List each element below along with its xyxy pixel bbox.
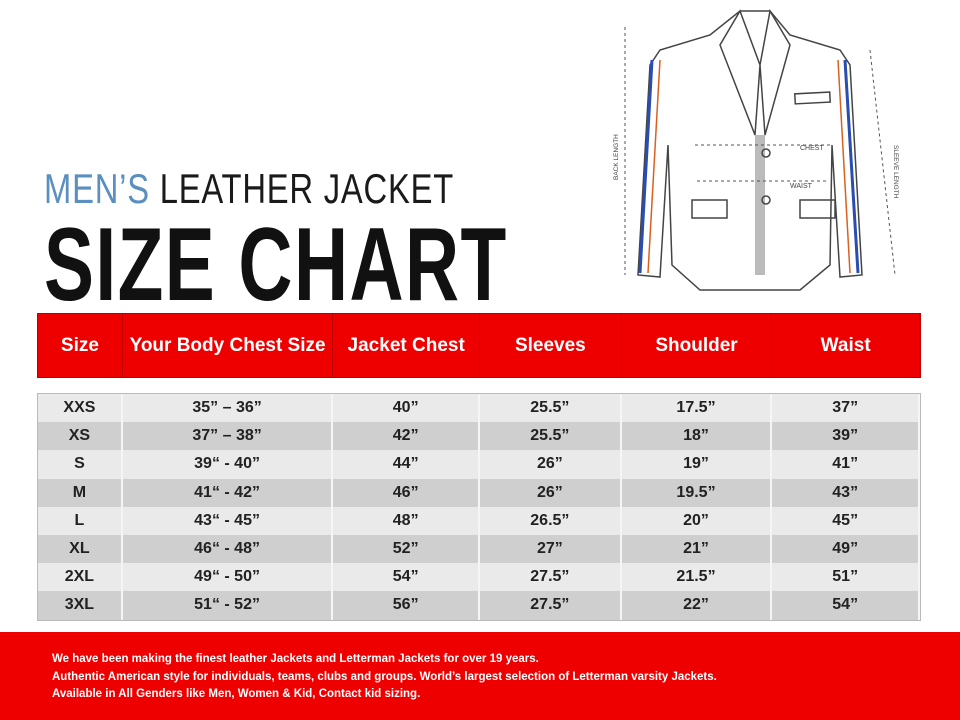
table-cell: XL [38, 534, 123, 564]
table-header: Size Your Body Chest Size Jacket Chest S… [37, 313, 921, 378]
table-cell: 49“ - 50” [123, 563, 334, 592]
table-cell: XXS [38, 394, 123, 423]
table-row: 3XL 51“ - 52” 56” 27.5” 22” 54” [38, 591, 920, 620]
table-cell: 41“ - 42” [123, 478, 334, 507]
table-cell: 39“ - 40” [123, 450, 334, 479]
table-row: XL 46“ - 48” 52” 27” 21” 49” [38, 534, 920, 564]
table-cell: 41” [772, 450, 920, 479]
table-cell: 40” [333, 394, 480, 423]
table-cell: 25.5” [480, 394, 622, 423]
table-cell: 21.5” [622, 563, 773, 592]
table-cell: 56” [333, 591, 480, 620]
table-cell: 26” [480, 450, 622, 479]
table-cell: 48” [333, 506, 480, 535]
table-cell: 18” [622, 422, 773, 451]
waist-label: WAIST [790, 183, 813, 190]
footer: We have been making the finest leather J… [0, 632, 960, 720]
footer-line: We have been making the finest leather J… [52, 653, 539, 665]
table-cell: 27” [480, 534, 622, 564]
subtitle-suffix: LEATHER JACKET [149, 165, 455, 212]
header-jacket-chest: Jacket Chest [333, 314, 480, 377]
table-cell: 3XL [38, 591, 123, 620]
table-cell: 46” [333, 478, 480, 507]
table-cell: 45” [772, 506, 920, 535]
footer-line: Authentic American style for individuals… [52, 670, 717, 683]
table-cell: 49” [772, 534, 920, 564]
table-cell: 22” [622, 591, 773, 620]
header-waist: Waist [772, 314, 920, 377]
table-cell: 19” [622, 450, 773, 479]
back-length-label: BACK LENGTH [613, 134, 620, 180]
table-cell: 25.5” [480, 422, 622, 451]
table-cell: 42” [333, 422, 480, 451]
table-cell: L [38, 506, 123, 535]
table-cell: 20” [622, 506, 773, 535]
table-cell: 39” [772, 422, 920, 451]
table-cell: 27.5” [480, 591, 622, 620]
table-row: L 43“ - 45” 48” 26.5” 20” 45” [38, 506, 920, 535]
jacket-diagram: CHEST WAIST BACK LENGTH SLEEVE LENGTH [613, 8, 899, 291]
table-cell: 27.5” [480, 563, 622, 592]
table-cell: 37” – 38” [123, 422, 334, 451]
table-cell: 26.5” [480, 506, 622, 535]
table-cell: 51” [772, 563, 920, 592]
table-cell: 37” [772, 394, 920, 423]
table-cell: M [38, 478, 123, 507]
table-cell: XS [38, 422, 123, 451]
subtitle-prefix: MEN’S [44, 165, 150, 212]
table-cell: 35” – 36” [123, 394, 334, 423]
table-cell: 46“ - 48” [123, 534, 334, 564]
subtitle: MEN’S LEATHER JACKET [44, 165, 454, 213]
table-row: M 41“ - 42” 46” 26” 19.5” 43” [38, 478, 920, 507]
table-cell: 43” [772, 478, 920, 507]
table-row: XS 37” – 38” 42” 25.5” 18” 39” [38, 422, 920, 451]
table-cell: 43“ - 45” [123, 506, 334, 535]
size-table: XXS 35” – 36” 40” 25.5” 17.5” 37” XS 37” – 38” 4… [37, 393, 921, 621]
table-row: XXS 35” – 36” 40” 25.5” 17.5” 37” [38, 394, 920, 423]
chest-label: CHEST [800, 145, 824, 152]
table-cell: 21” [622, 534, 773, 564]
header-sleeves: Sleeves [480, 314, 622, 377]
table-cell: 19.5” [622, 478, 773, 507]
table-cell: 54” [333, 563, 480, 592]
header-shoulder: Shoulder [622, 314, 773, 377]
table-row: 2XL 49“ - 50” 54” 27.5” 21.5” 51” [38, 563, 920, 592]
table-row: S 39“ - 40” 44” 26” 19” 41” [38, 450, 920, 479]
table-cell: 54” [772, 591, 920, 620]
page-title: SIZE CHART [44, 207, 508, 323]
header-body-chest: Your Body Chest Size [123, 314, 334, 377]
sleeve-length-label: SLEEVE LENGTH [892, 145, 899, 199]
table-cell: 26” [480, 478, 622, 507]
table-cell: 51“ - 52” [123, 591, 334, 620]
table-cell: S [38, 450, 123, 479]
table-cell: 17.5” [622, 394, 773, 423]
table-cell: 2XL [38, 563, 123, 592]
table-cell: 52” [333, 534, 480, 564]
table-cell: 44” [333, 450, 480, 479]
header-size: Size [38, 314, 123, 377]
footer-line: Available in All Genders like Men, Women… [52, 688, 421, 700]
